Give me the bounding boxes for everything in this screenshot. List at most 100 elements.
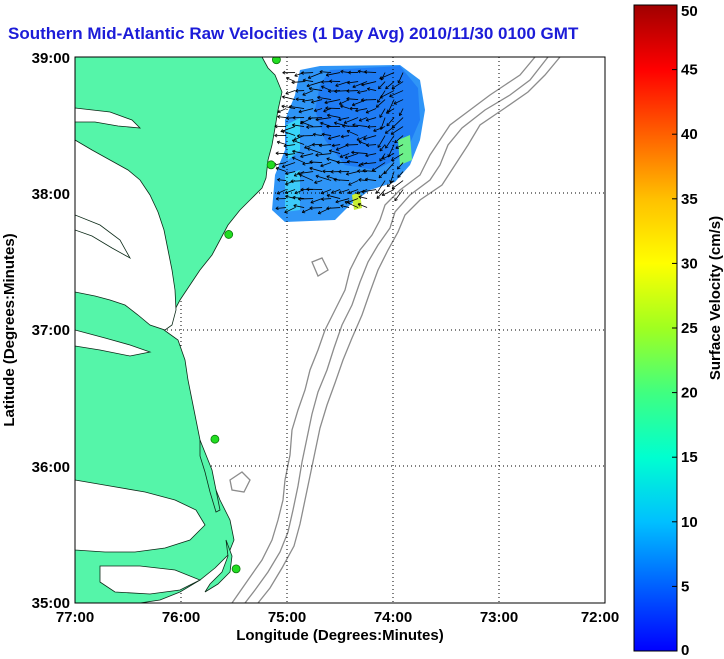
velocity-vector-head [361,82,365,87]
velocity-vector-head [309,166,313,171]
velocity-vector-head [346,96,350,101]
velocity-vector-head [315,117,319,122]
velocity-vector [390,126,404,135]
velocity-vector [309,167,323,172]
velocity-vector [394,135,404,144]
velocity-vector-head [361,189,365,194]
velocity-vector-head [331,143,335,148]
velocity-vector [379,72,395,80]
velocity-vector [389,171,395,183]
velocity-fill-edge [285,170,300,212]
velocity-vector-head [379,76,383,80]
velocity-vector-head [326,157,330,162]
velocity-vector [346,90,359,92]
velocity-vector-head [391,157,395,161]
velocity-vector [355,108,368,112]
velocity-vector-head [379,147,383,152]
velocity-vector-head [334,121,338,126]
velocity-vector [326,194,341,199]
velocity-vector-head [397,174,401,178]
velocity-vector [352,124,368,127]
velocity-vector-head [302,161,306,166]
velocity-vector [275,207,287,209]
velocity-vector [352,99,368,106]
velocity-vector-head [326,206,330,211]
velocity-vector-head [348,70,351,75]
velocity-vector-head [297,197,302,201]
velocity-vector-head [329,79,333,84]
plot-area [75,57,605,603]
velocity-vector-head [352,84,356,89]
velocity-vector-head [397,80,401,84]
velocity-vector-head [345,143,349,147]
velocity-fill-core [315,66,420,170]
radar-sites [210,57,281,574]
velocity-vector [281,130,296,136]
velocity-vector [298,198,314,200]
velocity-vector [331,189,341,194]
velocity-vector-head [338,101,343,105]
velocity-vector [282,96,296,100]
velocity-vector [366,144,377,146]
velocity-vector [329,150,341,154]
velocity-vector-head [393,101,397,105]
y-axis-ticks: 39:00 38:00 37:00 36:00 35:00 [32,50,70,612]
velocity-vector-head [334,89,338,94]
radar-site-marker [266,160,276,170]
velocity-vector-head [335,199,339,204]
velocity-vector [352,81,368,88]
velocity-vector [333,179,350,181]
velocity-vector [365,108,377,114]
velocity-vector [389,90,404,97]
velocity-vector [292,124,305,127]
colorbar-tick-label: 20 [681,385,698,402]
velocity-vector-head [284,209,288,214]
velocity-vector [302,99,314,102]
velocity-vector [319,144,332,147]
velocity-vector-head [376,195,380,199]
velocity-vector [348,180,359,186]
velocity-vector [394,189,404,201]
chesapeake-bay [75,139,177,331]
velocity-vector-head [386,122,390,127]
velocity-vector [308,117,323,119]
velocity-fill-strong [398,135,412,165]
velocity-vector-head [317,95,321,100]
velocity-vector [357,203,368,208]
velocity-vector-head [298,109,302,114]
velocity-vector-head [301,209,306,214]
velocity-vector-head [291,123,296,128]
velocity-vector [292,156,305,163]
velocity-vector-head [340,104,344,109]
velocity-vector [364,71,377,73]
velocity-vector [292,150,305,154]
velocity-vector-head [328,149,333,153]
velocity-vector [281,105,296,109]
velocity-vector [315,153,332,156]
velocity-vector [343,117,359,124]
velocity-vector [340,205,350,208]
velocity-vector-head [335,147,340,151]
velocity-vector [292,139,305,145]
velocity-vector [282,162,296,168]
velocity-vector [314,108,323,112]
velocity-vector [362,170,377,172]
velocity-vector-head [360,98,364,102]
velocity-vector [328,135,341,140]
velocity-vector-head [275,196,279,201]
velocity-vector-head [293,204,297,208]
velocity-vector [307,147,323,154]
velocity-vector-head [339,154,344,158]
velocity-vector [312,133,323,136]
velocity-vector [347,161,359,163]
velocity-vector-head [300,120,304,125]
velocity-vector-head [275,151,279,156]
velocity-vector-head [389,179,393,184]
velocity-vector-head [311,99,315,104]
radar-site-marker [224,230,234,239]
velocity-vector-head [292,139,296,143]
velocity-vector-head [322,169,326,174]
velocity-vector-head [391,85,395,90]
y-tick-label: 39:00 [32,50,70,67]
velocity-vector-head [277,114,281,119]
